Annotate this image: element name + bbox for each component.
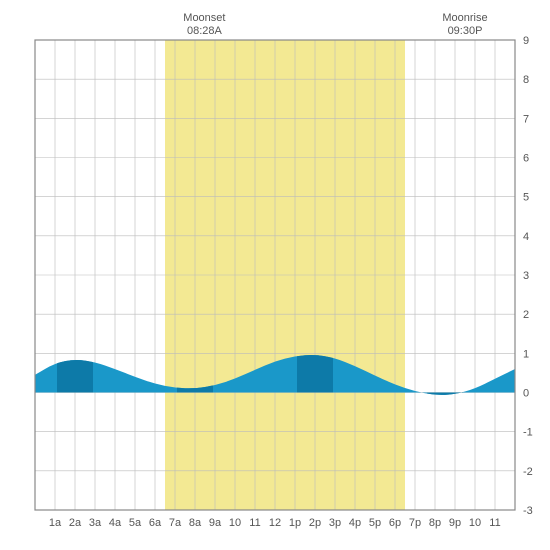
- moonset-time: 08:28A: [174, 25, 234, 38]
- x-tick-label: 8a: [189, 517, 202, 529]
- y-tick-label: 0: [523, 388, 529, 400]
- x-tick-label: 9p: [449, 517, 461, 529]
- y-tick-label: -1: [523, 427, 533, 439]
- y-tick-label: 3: [523, 270, 529, 282]
- x-tick-label: 4a: [109, 517, 122, 529]
- x-tick-label: 9a: [209, 517, 222, 529]
- x-tick-label: 11: [249, 517, 260, 529]
- y-tick-label: 8: [523, 74, 529, 86]
- moonset-text: Moonset: [174, 12, 234, 25]
- chart-svg: -3-2-101234567891a2a3a4a5a6a7a8a9a101112…: [10, 10, 540, 540]
- x-tick-label: 10: [469, 517, 481, 529]
- moonrise-text: Moonrise: [435, 12, 495, 25]
- x-tick-label: 12: [269, 517, 281, 529]
- moonset-label: Moonset 08:28A: [174, 12, 234, 38]
- x-tick-label: 6a: [149, 517, 162, 529]
- x-tick-label: 4p: [349, 517, 361, 529]
- x-tick-label: 10: [229, 517, 241, 529]
- tide-chart: Moonset 08:28A Moonrise 09:30P -3-2-1012…: [10, 10, 540, 540]
- x-tick-label: 5p: [369, 517, 381, 529]
- x-tick-label: 8p: [429, 517, 441, 529]
- y-tick-label: 7: [523, 113, 529, 125]
- x-tick-label: 11: [489, 517, 500, 529]
- y-tick-label: 5: [523, 192, 529, 204]
- x-tick-label: 7p: [409, 517, 421, 529]
- x-tick-label: 3a: [89, 517, 102, 529]
- x-tick-label: 1a: [49, 517, 62, 529]
- x-tick-label: 6p: [389, 517, 401, 529]
- y-tick-label: 6: [523, 153, 529, 165]
- x-tick-label: 3p: [329, 517, 341, 529]
- moonrise-label: Moonrise 09:30P: [435, 12, 495, 38]
- y-tick-label: 4: [523, 231, 529, 243]
- x-tick-label: 7a: [169, 517, 182, 529]
- x-tick-label: 2a: [69, 517, 82, 529]
- x-tick-label: 1p: [289, 517, 301, 529]
- y-tick-label: 9: [523, 35, 529, 47]
- y-tick-label: -2: [523, 466, 533, 478]
- y-tick-label: 2: [523, 309, 529, 321]
- x-tick-label: 5a: [129, 517, 142, 529]
- y-tick-label: -3: [523, 505, 533, 517]
- x-tick-label: 2p: [309, 517, 321, 529]
- y-tick-label: 1: [523, 348, 529, 360]
- moonrise-time: 09:30P: [435, 25, 495, 38]
